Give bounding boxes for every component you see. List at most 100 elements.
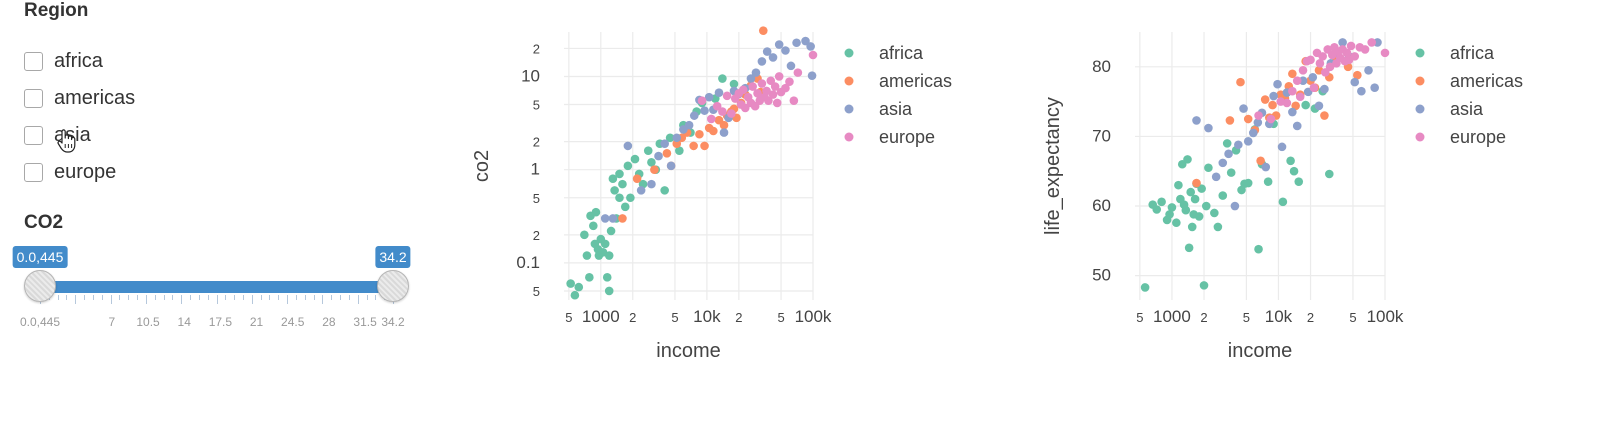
data-point-africa	[1181, 205, 1191, 215]
x-tick-label: 10k	[693, 307, 721, 326]
x-tick-label: 5	[1136, 310, 1143, 325]
slider-grid-label: 14	[177, 315, 191, 329]
data-point-asia	[1277, 142, 1287, 152]
slider-tick	[216, 295, 218, 304]
data-point-asia	[1253, 118, 1263, 127]
data-point-asia	[1261, 162, 1271, 172]
x-axis-title: income	[1228, 340, 1292, 362]
slider-tick	[260, 295, 262, 300]
data-point-asia	[1314, 101, 1324, 111]
data-point-europe	[1320, 68, 1330, 77]
data-point-europe	[764, 96, 773, 105]
data-point-africa	[1187, 222, 1197, 232]
data-point-americas	[758, 26, 768, 35]
legend-label-africa: africa	[1450, 43, 1495, 63]
data-point-americas	[1268, 100, 1277, 110]
data-points	[1140, 38, 1390, 292]
data-point-asia	[1248, 128, 1258, 138]
co2-vs-income-scatter-chart: 5 1000 2 5 10k 2 5 100k 5 0.1 2 5 1 2 5 10 2 income co2 afr…	[471, 26, 952, 362]
data-point-europe	[1282, 98, 1292, 108]
slider-from-handle[interactable]	[24, 270, 56, 302]
data-point-europe	[753, 88, 762, 98]
data-point-americas	[1288, 69, 1297, 79]
data-point-asia	[751, 68, 761, 77]
data-point-africa	[1194, 212, 1204, 221]
checkbox-box[interactable]	[24, 125, 43, 145]
data-point-asia	[1224, 149, 1233, 159]
checkbox-box[interactable]	[24, 88, 43, 108]
co2-title: CO2	[24, 212, 64, 233]
data-point-americas	[1320, 111, 1329, 120]
data-point-europe	[772, 98, 782, 108]
data-point-asia	[781, 46, 790, 55]
checkbox-americas[interactable]: americas	[24, 85, 135, 111]
data-point-asia	[768, 53, 778, 62]
data-point-africa	[1263, 177, 1273, 186]
x-axis-title: income	[656, 340, 720, 362]
data-point-asia	[660, 139, 669, 149]
data-point-africa	[570, 290, 580, 300]
slider-tick	[331, 295, 333, 300]
data-point-asia	[647, 179, 656, 189]
slider-tick	[269, 295, 271, 300]
data-point-asia	[623, 141, 633, 151]
data-point-asia	[1292, 121, 1302, 131]
slider-tick	[181, 295, 183, 304]
data-point-africa	[580, 230, 589, 240]
slider-track[interactable]	[40, 281, 393, 293]
legend-marker-europe	[844, 132, 854, 142]
checkbox-label-africa: africa	[54, 49, 103, 72]
legend-label-asia: asia	[879, 99, 913, 119]
y-tick-label: 50	[1092, 266, 1111, 285]
slider-tick	[348, 295, 350, 300]
data-point-africa	[626, 193, 635, 203]
data-point-europe	[1325, 62, 1335, 72]
co2-range-slider[interactable]: 0.0,445 7 10.5 14 17.5 21 24.5 28 31.5 34.2 0.0,4…	[0, 238, 440, 338]
checkbox-africa[interactable]: africa	[24, 48, 103, 74]
data-point-europe	[1342, 48, 1352, 58]
slider-tick	[304, 295, 306, 300]
data-point-africa	[623, 161, 633, 171]
checkbox-europe[interactable]: europe	[24, 159, 116, 185]
data-point-africa	[643, 146, 653, 155]
checkbox-box[interactable]	[24, 51, 43, 71]
data-point-asia	[774, 40, 784, 49]
y-axis-title: life_expectancy	[1042, 97, 1064, 235]
data-point-africa	[1165, 210, 1174, 219]
data-point-africa	[1152, 205, 1162, 214]
slider-tick	[278, 295, 280, 300]
data-point-africa	[630, 154, 640, 164]
slider-tick	[322, 295, 324, 304]
data-point-americas	[1260, 95, 1270, 104]
data-point-asia	[786, 61, 796, 71]
slider-tick	[57, 295, 59, 300]
x-tick-label: 5	[1243, 310, 1250, 325]
checkbox-box[interactable]	[24, 162, 43, 182]
slider-grid-label: 31.5	[353, 315, 377, 329]
data-point-europe	[1266, 114, 1276, 124]
data-point-africa	[1226, 168, 1236, 177]
data-point-africa	[600, 239, 610, 249]
y-tick-label: 1	[531, 160, 540, 179]
data-points	[566, 26, 818, 300]
data-point-africa	[1190, 194, 1200, 204]
data-point-asia	[1269, 91, 1278, 101]
data-point-africa	[591, 207, 601, 217]
data-point-americas	[1243, 114, 1253, 124]
data-point-asia	[807, 71, 817, 80]
legend-label-asia: asia	[1450, 99, 1484, 119]
data-point-americas	[700, 141, 709, 151]
slider-tick	[366, 295, 368, 300]
x-tick-label: 1000	[1153, 307, 1191, 326]
data-point-asia	[714, 88, 724, 97]
data-point-europe	[1295, 92, 1305, 102]
data-point-americas	[650, 165, 659, 174]
x-tick-label: 2	[735, 310, 742, 325]
slider-to-handle[interactable]	[377, 270, 409, 302]
slider-tick	[190, 295, 192, 300]
data-point-asia	[689, 111, 699, 120]
data-point-asia	[636, 186, 646, 195]
y-tick-label: 60	[1092, 196, 1111, 215]
slider-tick	[242, 295, 244, 300]
y-tick-label: 80	[1092, 57, 1111, 76]
